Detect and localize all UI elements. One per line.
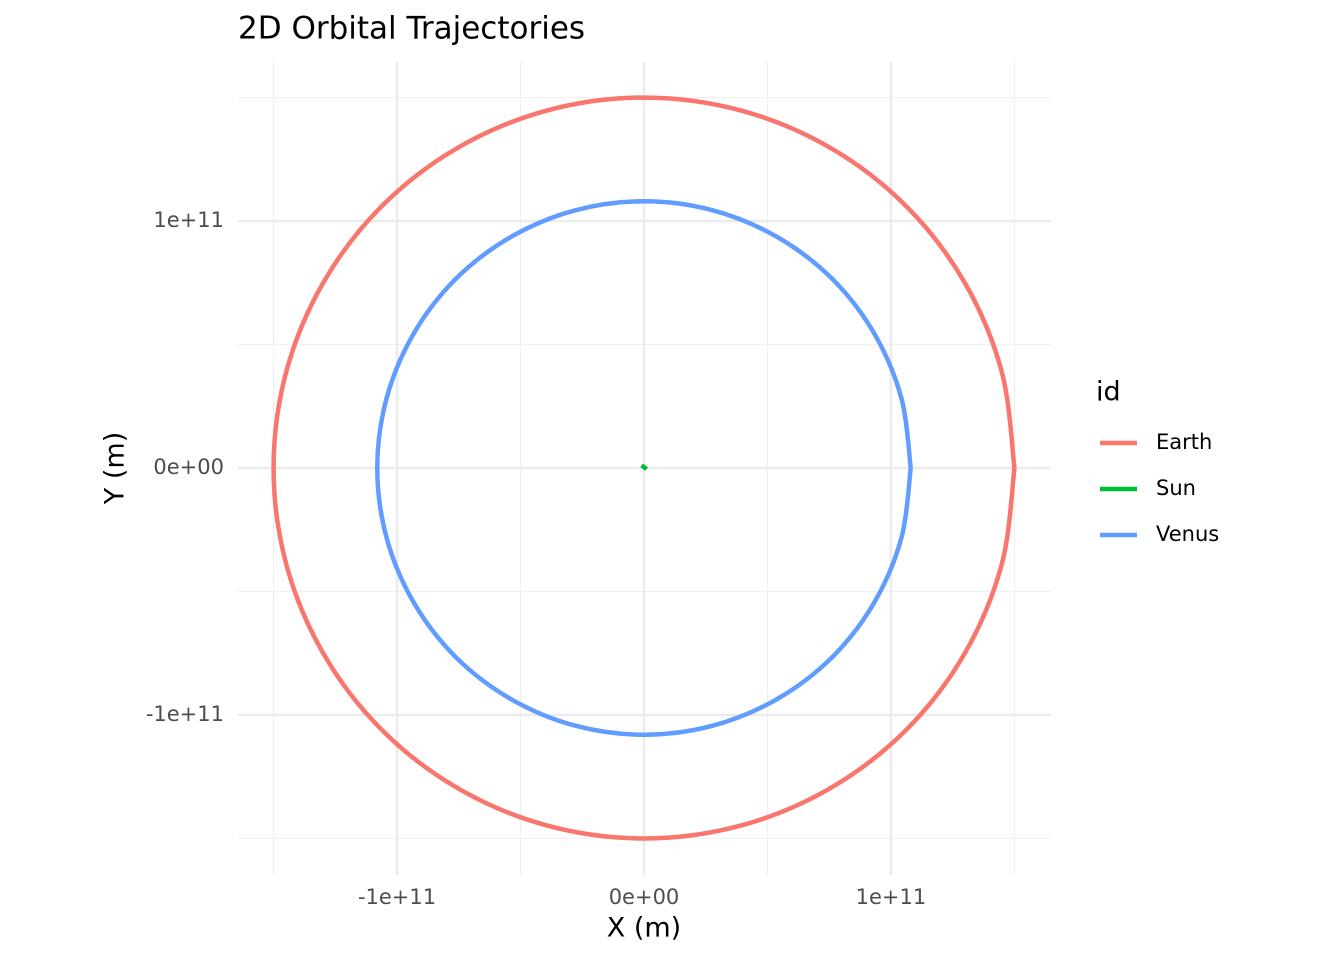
- orbit-line: [375, 199, 913, 737]
- y-tick-label: -1e+11: [146, 702, 224, 726]
- x-tick-label: 0e+00: [609, 885, 680, 909]
- legend-label: Earth: [1156, 430, 1212, 454]
- y-tick-label: 0e+00: [153, 455, 224, 479]
- orbit-line: [640, 463, 649, 471]
- legend-title: id: [1096, 377, 1121, 408]
- y-tick-label: 1e+11: [153, 208, 224, 232]
- y-axis-title: Y (m): [100, 432, 131, 505]
- orbit-line: [271, 95, 1017, 841]
- x-tick-label: 1e+11: [856, 885, 927, 909]
- legend-label: Venus: [1156, 522, 1219, 546]
- plot-lines: [271, 95, 1017, 841]
- x-axis-title: X (m): [607, 913, 681, 944]
- chart-title: 2D Orbital Trajectories: [238, 11, 585, 47]
- x-tick-label: -1e+11: [358, 885, 436, 909]
- legend-label: Sun: [1156, 476, 1196, 500]
